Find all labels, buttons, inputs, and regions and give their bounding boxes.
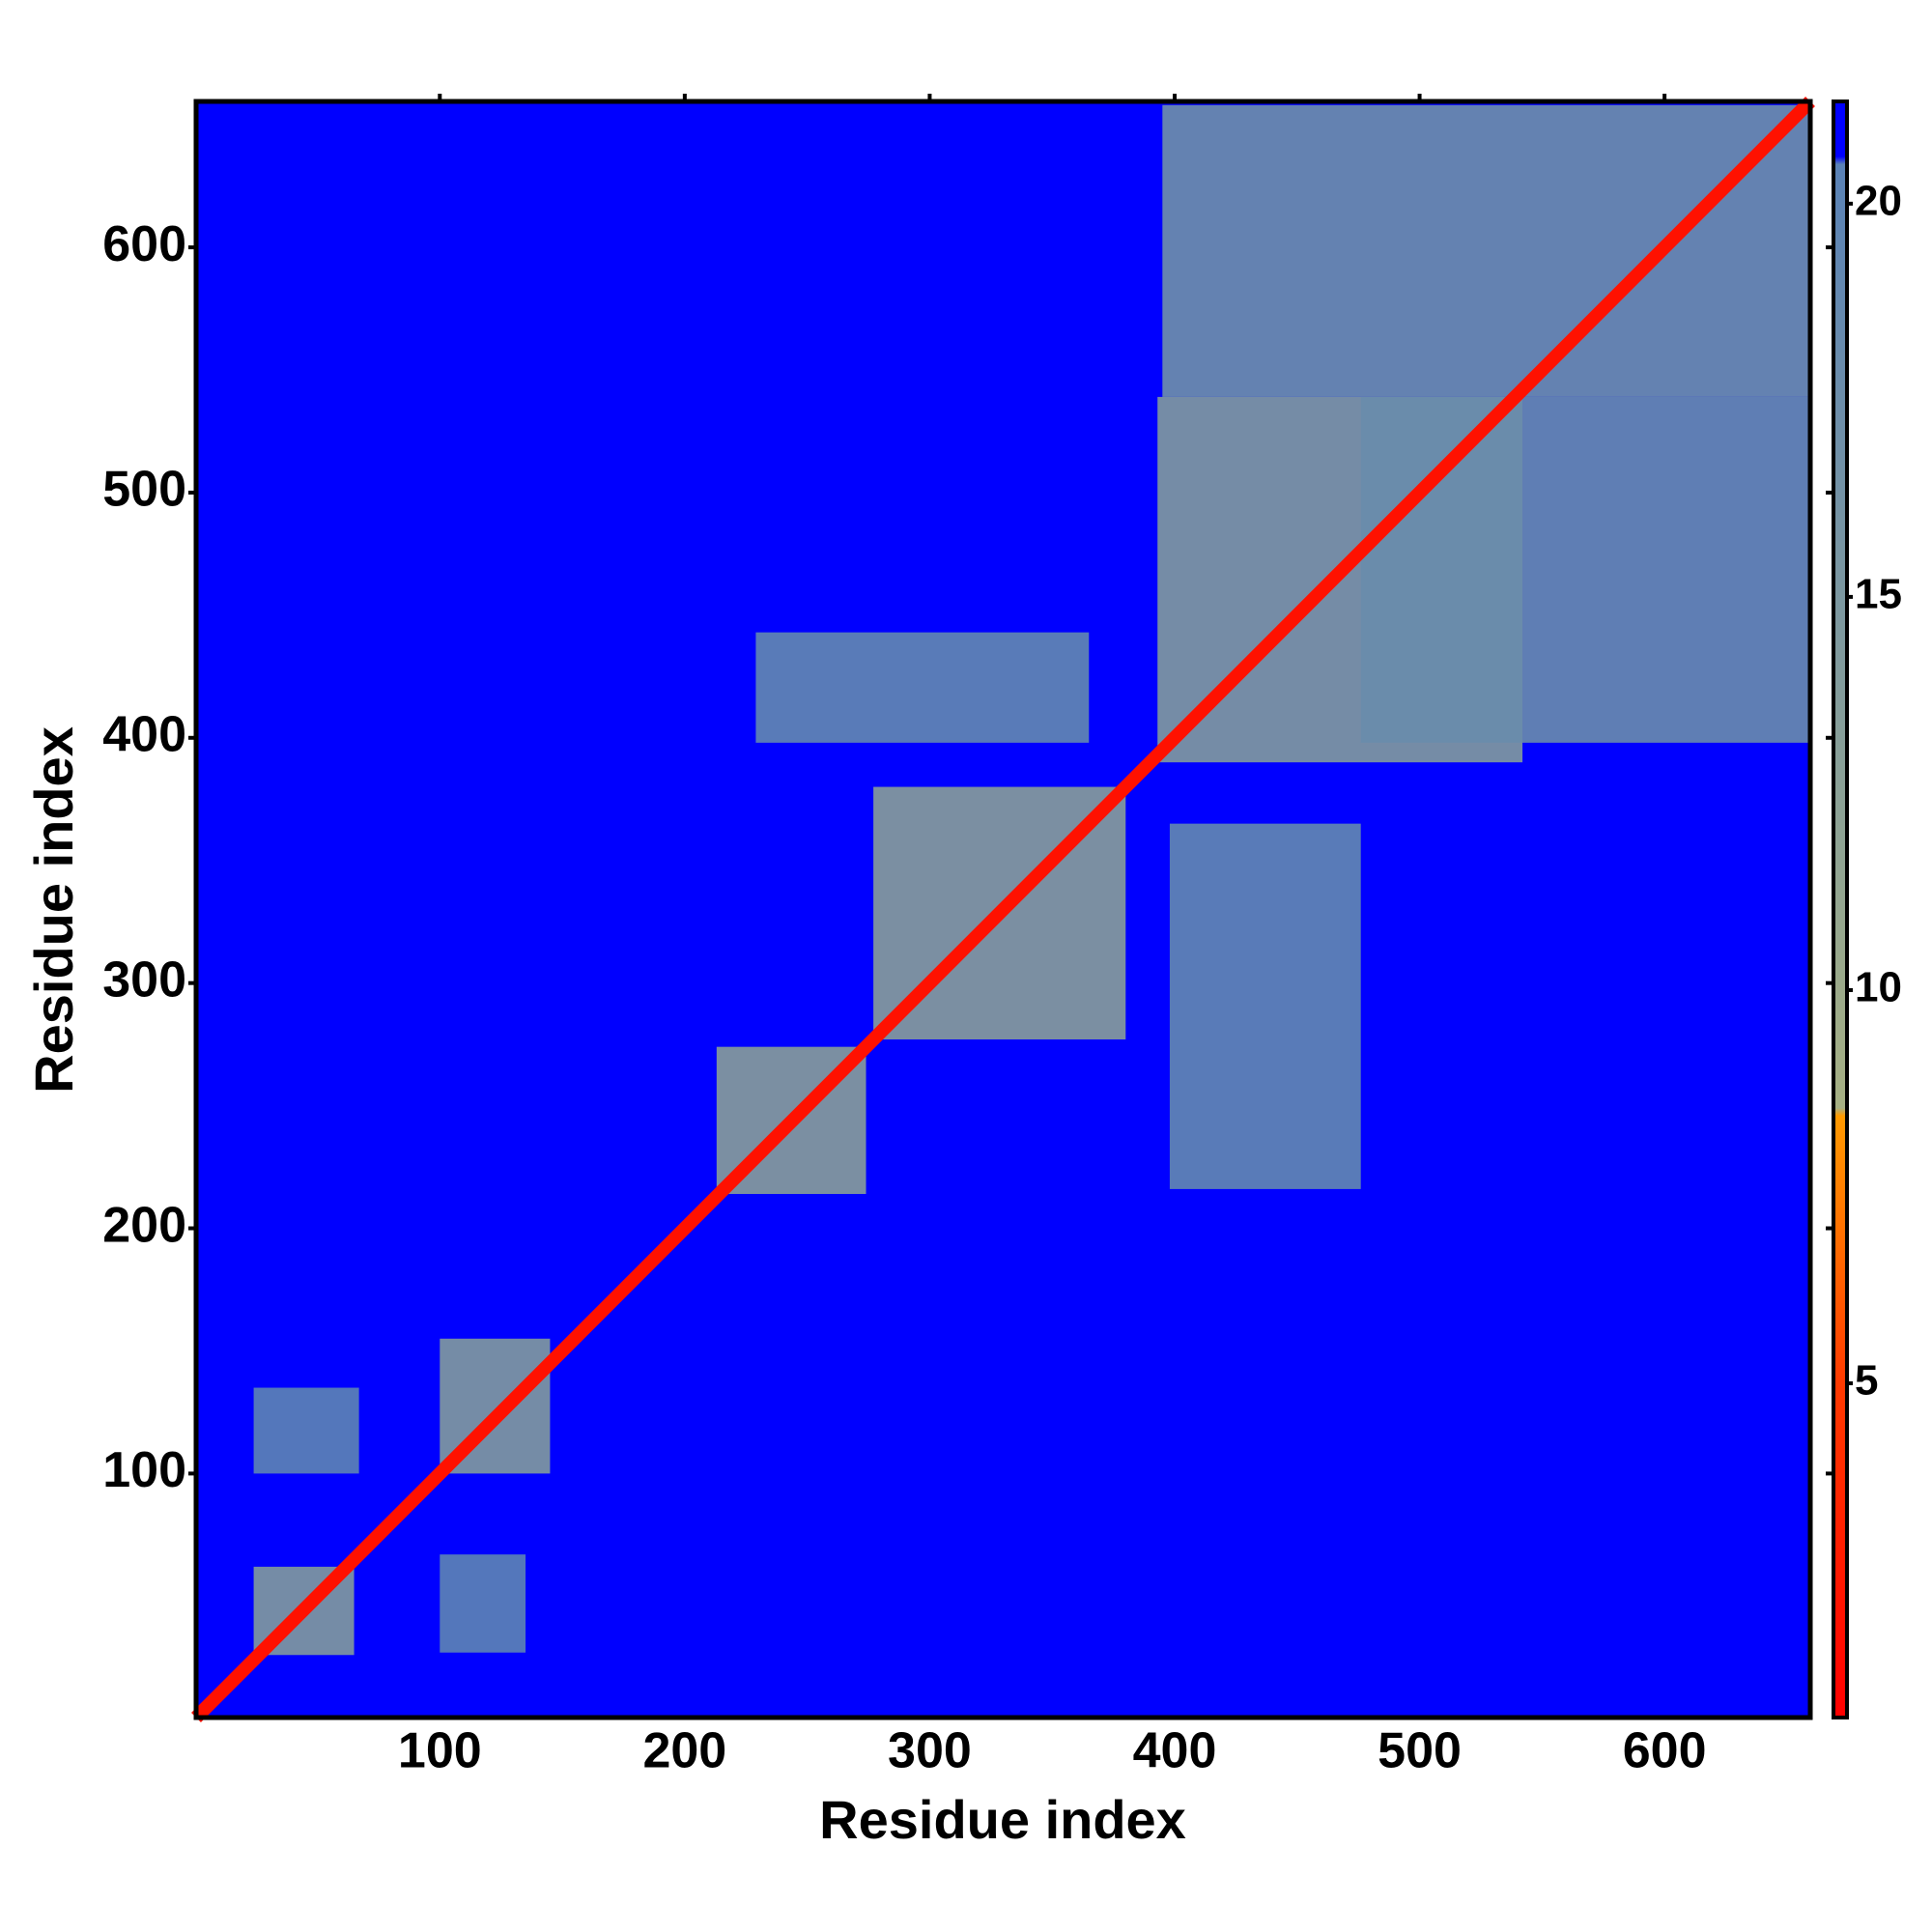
y-tick-label: 500: [102, 462, 186, 518]
colorbar-tick-label: 5: [1855, 1357, 1878, 1405]
x-tick-label: 600: [1623, 1723, 1707, 1779]
y-tick-label: 300: [102, 952, 186, 1008]
x-tick-label: 400: [1133, 1723, 1217, 1779]
contact-region: [440, 1554, 526, 1653]
x-tick-label: 100: [398, 1723, 482, 1779]
x-axis-title: Residue index: [819, 1789, 1186, 1850]
x-tick-label: 200: [642, 1723, 726, 1779]
x-tick-label: 300: [888, 1723, 972, 1779]
y-tick-label: 200: [102, 1197, 186, 1253]
diagonal: [191, 97, 1815, 1722]
contact-region: [1162, 104, 1809, 397]
y-tick-label: 400: [102, 707, 186, 763]
y-tick-label: 600: [102, 216, 186, 272]
contact-region: [253, 1387, 359, 1474]
colorbar-tick-label: 15: [1855, 571, 1902, 618]
y-axis-title: Residue index: [23, 726, 84, 1094]
plot-frame: [193, 99, 1813, 1720]
y-tick-label: 100: [102, 1442, 186, 1498]
contact-region: [755, 632, 1090, 743]
x-tick-label: 500: [1378, 1723, 1462, 1779]
colorbar-tick-label: 10: [1855, 964, 1902, 1011]
contact-region: [1169, 823, 1361, 1189]
colorbar: [1832, 99, 1849, 1719]
contact-region: [1360, 396, 1809, 743]
colorbar-tick-label: 20: [1855, 177, 1902, 224]
